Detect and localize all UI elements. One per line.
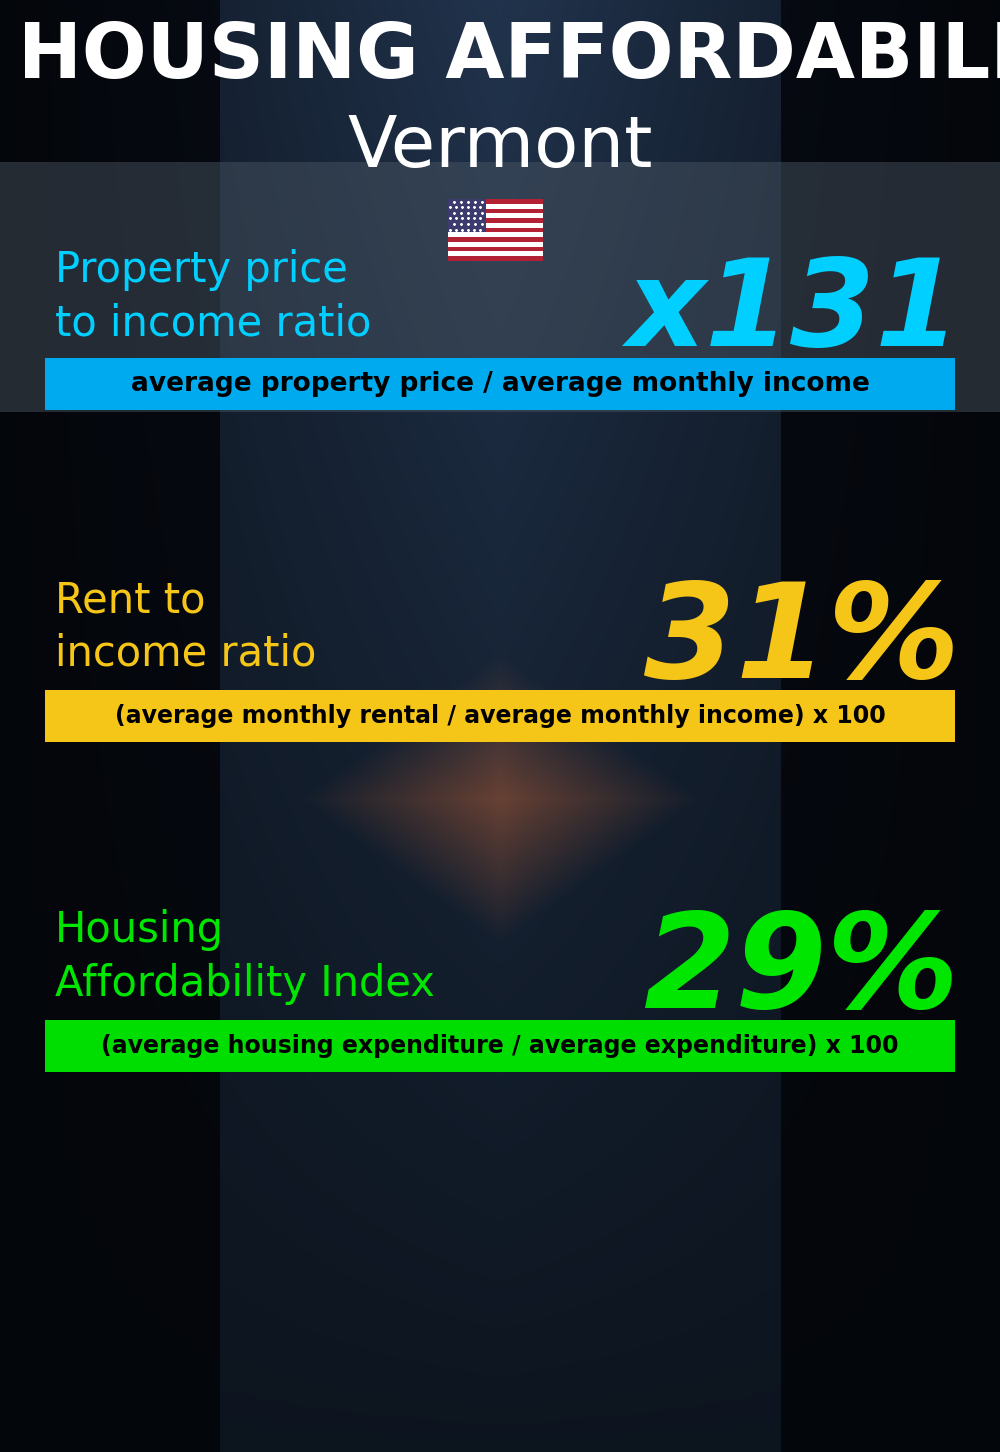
FancyBboxPatch shape <box>45 359 955 409</box>
Text: HOUSING AFFORDABILITY: HOUSING AFFORDABILITY <box>18 20 1000 94</box>
FancyBboxPatch shape <box>448 203 543 209</box>
Text: 31%: 31% <box>644 578 960 706</box>
FancyBboxPatch shape <box>0 163 1000 412</box>
FancyBboxPatch shape <box>448 213 543 218</box>
FancyBboxPatch shape <box>448 222 543 228</box>
Text: x131: x131 <box>626 254 960 370</box>
FancyBboxPatch shape <box>448 232 543 237</box>
FancyBboxPatch shape <box>448 247 543 251</box>
FancyBboxPatch shape <box>448 199 543 203</box>
FancyBboxPatch shape <box>448 199 486 232</box>
FancyBboxPatch shape <box>448 218 543 222</box>
FancyBboxPatch shape <box>448 256 543 261</box>
Text: Vermont: Vermont <box>347 112 653 182</box>
FancyBboxPatch shape <box>448 209 543 213</box>
FancyBboxPatch shape <box>448 242 543 247</box>
FancyBboxPatch shape <box>45 690 955 742</box>
Text: (average housing expenditure / average expenditure) x 100: (average housing expenditure / average e… <box>101 1034 899 1059</box>
Text: Property price
to income ratio: Property price to income ratio <box>55 250 371 344</box>
Text: average property price / average monthly income: average property price / average monthly… <box>131 372 869 396</box>
Text: Rent to
income ratio: Rent to income ratio <box>55 579 316 675</box>
Text: 29%: 29% <box>644 909 960 1035</box>
Text: (average monthly rental / average monthly income) x 100: (average monthly rental / average monthl… <box>115 704 885 727</box>
Text: Housing
Affordability Index: Housing Affordability Index <box>55 909 435 1005</box>
FancyBboxPatch shape <box>448 237 543 242</box>
FancyBboxPatch shape <box>448 251 543 256</box>
FancyBboxPatch shape <box>448 228 543 232</box>
FancyBboxPatch shape <box>45 1019 955 1072</box>
